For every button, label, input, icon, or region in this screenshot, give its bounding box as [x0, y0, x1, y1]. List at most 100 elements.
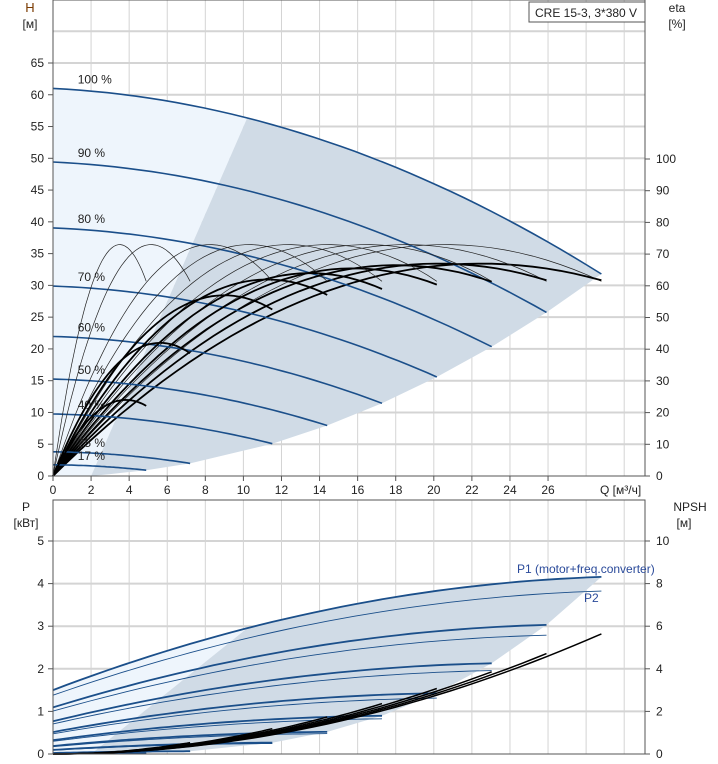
y-tick-label: 55 — [31, 120, 45, 134]
x-tick-label: 12 — [275, 483, 289, 497]
y2-tick-label: 30 — [656, 374, 670, 388]
y2-tick-label: 90 — [656, 184, 670, 198]
p2-curve — [52, 743, 273, 751]
x-tick-label: 14 — [313, 483, 327, 497]
y-tick-label: 40 — [31, 215, 45, 229]
y-tick-label: 10 — [31, 405, 45, 419]
p-tick-label: 4 — [37, 577, 44, 591]
y-tick-label: 5 — [37, 437, 44, 451]
y2-axis-unit: [%] — [668, 17, 685, 31]
npsh-tick-label: 4 — [656, 662, 663, 676]
region-light-top — [53, 88, 248, 477]
head-curve — [52, 285, 438, 378]
p1-series-label: P1 (motor+freq.converter) — [517, 562, 655, 576]
y2-tick-label: 10 — [656, 437, 670, 451]
p2-series-label: P2 — [584, 591, 599, 605]
efficiency-curve-thick — [52, 342, 191, 477]
x-tick-label: 26 — [541, 483, 555, 497]
npsh-tick-label: 10 — [656, 534, 670, 548]
head-curve — [52, 227, 493, 348]
curves: 100 %90 %80 %70 %60 %50 %40 %25 %17 % — [52, 72, 602, 755]
y-tick-label: 15 — [31, 374, 45, 388]
y-tick-label: 25 — [31, 310, 45, 324]
x-tick-label: 6 — [164, 483, 171, 497]
x-tick-label: 20 — [427, 483, 441, 497]
x-tick-label: 2 — [88, 483, 95, 497]
y-tick-label: 0 — [37, 469, 44, 483]
efficiency-curve-thin — [52, 244, 437, 477]
bottom-plot-frame — [52, 499, 646, 755]
p1-curve — [52, 576, 602, 691]
efficiency-curve-thin — [52, 244, 191, 477]
p1-curve — [52, 624, 547, 709]
npsh-tick-label: 6 — [656, 619, 663, 633]
efficiency-curve-thick — [52, 262, 547, 477]
p-tick-label: 1 — [37, 704, 44, 718]
y2-tick-label: 80 — [656, 215, 670, 229]
p2-curve — [52, 634, 547, 712]
efficiency-curve-thick — [52, 278, 328, 477]
p-tick-label: 3 — [37, 619, 44, 633]
y2-tick-label: 40 — [656, 342, 670, 356]
x-tick-label: 22 — [465, 483, 479, 497]
x-axis-label: Q [м³/ч] — [600, 483, 641, 497]
p2-curve — [52, 733, 328, 748]
p-axis-label: P — [22, 500, 30, 514]
y2-tick-label: 0 — [656, 469, 663, 483]
p1-curve — [52, 692, 437, 733]
speed-label: 25 % — [78, 436, 106, 450]
chart-title: CRE 15-3, 3*380 V — [535, 6, 637, 20]
y-tick-label: 30 — [31, 278, 45, 292]
x-tick-label: 18 — [389, 483, 403, 497]
y-tick-label: 35 — [31, 247, 45, 261]
npsh-tick-label: 2 — [656, 704, 663, 718]
tick-labels: 0 2 4 6 8 10 12 14 16 18 20 22 24 2605101520253035404… — [31, 56, 677, 761]
efficiency-curve-thin — [52, 244, 492, 477]
p2-curve — [52, 590, 602, 696]
y2-tick-label: 20 — [656, 406, 670, 420]
speed-label: 50 % — [78, 363, 106, 377]
x-tick-label: 8 — [202, 483, 209, 497]
y2-tick-label: 100 — [656, 152, 676, 166]
y-tick-label: 50 — [31, 151, 45, 165]
head-curve — [52, 161, 547, 314]
efficiency-curve-thick — [52, 267, 438, 477]
efficiency-curve-thin — [52, 244, 328, 477]
top-plot-frame — [52, 0, 646, 477]
p-tick-label: 2 — [37, 662, 44, 676]
npsh-axis-label: NPSH — [673, 500, 706, 514]
operating-regions — [53, 88, 602, 754]
x-tick-label: 0 — [50, 483, 57, 497]
region-light-bottom — [53, 628, 248, 754]
y-axis-unit: [м] — [23, 17, 38, 31]
region-dark-top — [91, 118, 602, 476]
y-tick-label: 65 — [31, 56, 45, 70]
x-tick-label: 10 — [237, 483, 251, 497]
speed-label: 60 % — [78, 320, 106, 334]
head-curve — [52, 413, 273, 445]
head-curve — [52, 335, 383, 405]
x-tick-label: 16 — [351, 483, 365, 497]
efficiency-curve-thin — [52, 244, 273, 477]
efficiency-curve-thick — [52, 272, 383, 477]
p-tick-label: 0 — [37, 747, 44, 761]
p2-curve — [52, 697, 437, 735]
efficiency-curve-thick — [52, 398, 147, 477]
y2-tick-label: 60 — [656, 279, 670, 293]
y2-axis-label: eta — [669, 1, 686, 15]
y-axis-label: H — [25, 0, 34, 15]
efficiency-curve-thick — [52, 264, 492, 477]
y-tick-label: 60 — [31, 88, 45, 102]
efficiency-curve-thin — [52, 244, 547, 477]
frame — [52, 0, 646, 755]
head-curve — [53, 464, 147, 471]
efficiency-curve-thin — [52, 244, 383, 477]
efficiency-curve-thick — [52, 294, 273, 477]
npsh-tick-label: 0 — [656, 747, 663, 761]
npsh-tick-label: 8 — [656, 577, 663, 591]
head-curve — [52, 87, 602, 275]
efficiency-curve-thin — [52, 244, 147, 477]
speed-label: 17 % — [78, 449, 106, 463]
p2-curve — [52, 670, 492, 725]
